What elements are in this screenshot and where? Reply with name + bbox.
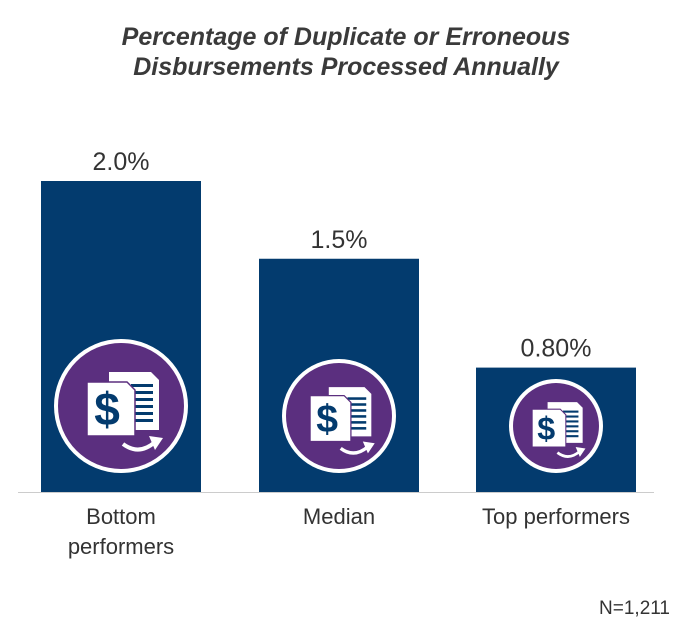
dollar-document-icon: $ [282,359,396,473]
category-label-0-0: Bottom [86,504,156,529]
chart-title-line-1: Percentage of Duplicate or Erroneous [121,23,571,51]
dollar-document-icon: $ [509,379,603,473]
svg-text:$: $ [94,383,120,435]
category-label-1: Median [303,504,375,529]
sample-size-note: N=1,211 [599,598,670,619]
category-label-2: Top performers [482,504,630,529]
data-label-0: 2.0% [93,148,150,176]
dollar-document-icon: $ [54,339,188,473]
data-label-2: 0.80% [521,335,592,363]
chart-title: Percentage of Duplicate or Erroneous Dis… [0,22,692,82]
svg-text:$: $ [537,410,555,446]
data-label-1: 1.5% [311,226,368,254]
svg-text:$: $ [316,398,338,441]
chart-title-line-2: Disbursements Processed Annually [133,53,559,81]
category-label-0-1: performers [68,534,174,559]
